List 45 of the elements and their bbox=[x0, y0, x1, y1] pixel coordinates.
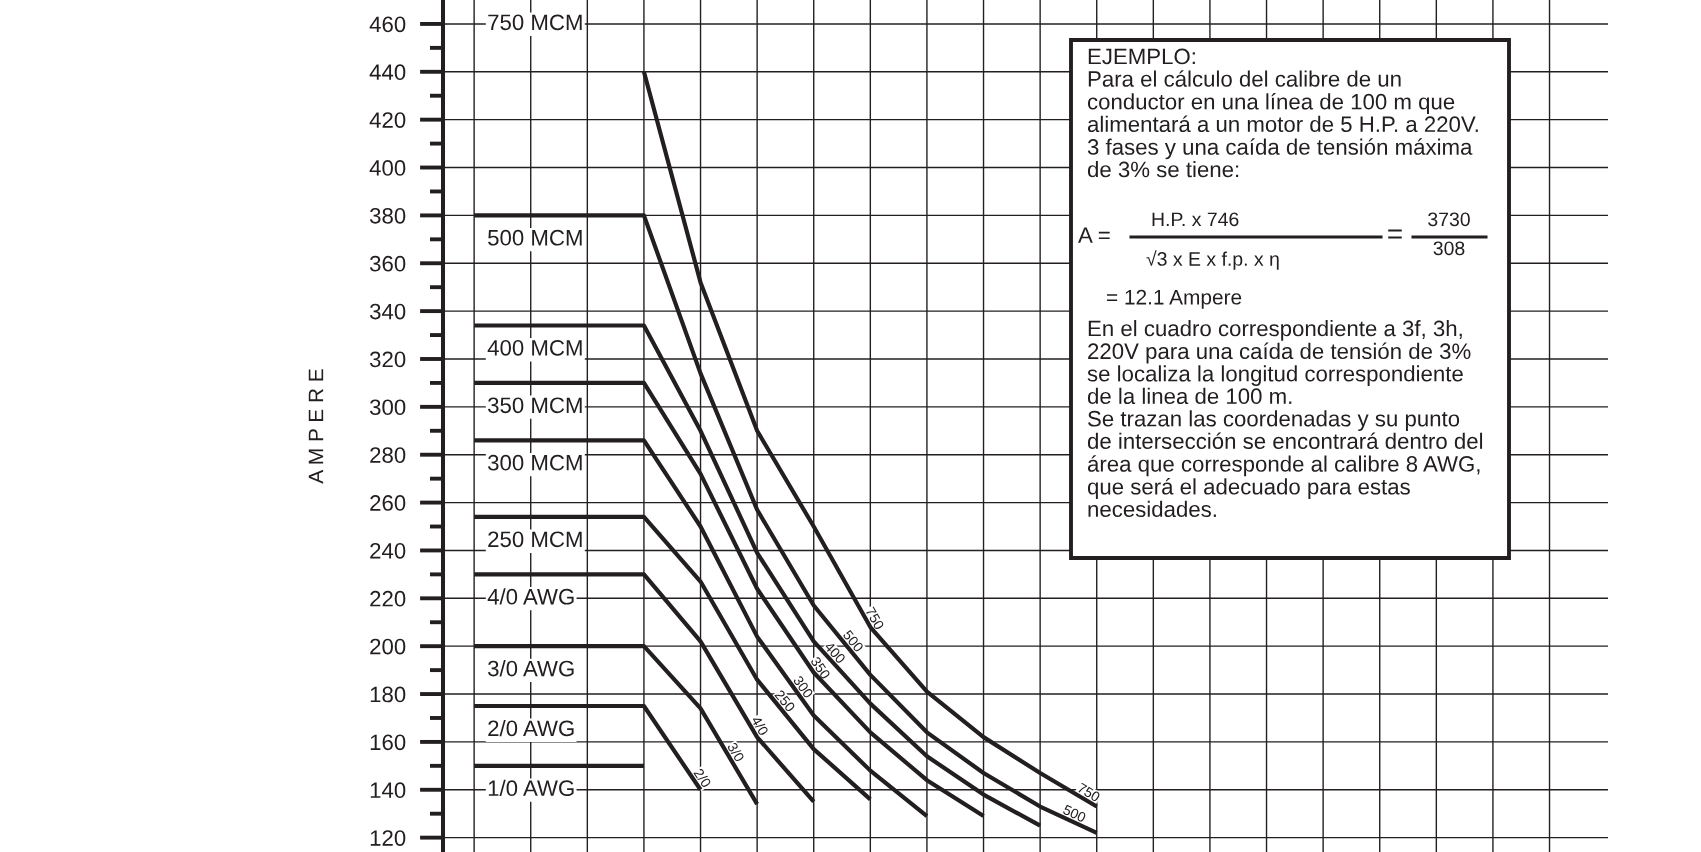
y-tick-label: 460 bbox=[369, 16, 406, 33]
y-tick-label: 420 bbox=[369, 112, 406, 128]
annotation: 4/0 bbox=[750, 715, 770, 737]
legend-label: 300 MCM bbox=[488, 454, 582, 471]
y-tick-label: 260 bbox=[370, 495, 406, 511]
y-tick-label: 120 bbox=[370, 830, 406, 846]
legend-label: 2/0 AWG bbox=[488, 719, 574, 737]
y-tick-label: 280 bbox=[370, 447, 406, 463]
y-tick-label: 180 bbox=[370, 686, 406, 703]
y-tick-label: 340 bbox=[369, 303, 406, 320]
text: En el cuadro correspondiente a 3f, 3h, 220V para una caída de tensión de 3% se localiza la longitud correspondiente de la linea de 100 m. Se trazan las coordenadas y su punto de intersección se encontrará dentro del área que corresponde al calibre 8 AWG, que será el adecuado para estas necesidades. bbox=[1087, 320, 1483, 518]
text: H.P. x 746 bbox=[1152, 212, 1239, 227]
y-tick-label: 400 bbox=[369, 160, 406, 176]
annotation: 300 bbox=[792, 675, 814, 699]
y-tick-label: 160 bbox=[370, 734, 406, 751]
legend-label: 250 MCM bbox=[488, 531, 582, 548]
annotation: 2/0 bbox=[693, 767, 712, 789]
legend-label: 3/0 AWG bbox=[488, 660, 574, 677]
y-tick-label: 220 bbox=[370, 590, 406, 607]
annotation: 750 bbox=[865, 606, 885, 631]
y-axis-title: A M P E R E bbox=[308, 369, 324, 484]
text: 308 bbox=[1433, 241, 1465, 256]
annotation: 3/0 bbox=[726, 741, 746, 763]
legend-label: 350 MCM bbox=[488, 397, 582, 414]
text: = bbox=[1388, 229, 1402, 239]
y-tick-label: 380 bbox=[369, 207, 406, 224]
y-tick-label: 200 bbox=[370, 638, 406, 655]
y-tick-label: 300 bbox=[369, 399, 406, 416]
legend-label: 400 MCM bbox=[487, 339, 582, 356]
legend-label: 500 MCM bbox=[488, 229, 582, 246]
y-tick-label: 320 bbox=[369, 351, 406, 368]
annotation: EJEMPLO: Para el cálculo del calibre de un conductor en una línea de 100 m que alimentará a un motor de 5 H.P. a 220V. 3 fases y una caída de tensión máxima de 3% se tiene: bbox=[1087, 48, 1478, 178]
legend-label: 1/0 AWG bbox=[488, 779, 574, 797]
y-tick-label: 360 bbox=[369, 255, 406, 272]
annotation: 500 bbox=[1062, 804, 1087, 823]
legend-label: 750 MCM bbox=[488, 14, 582, 31]
text: √3 x E x f.p. x η bbox=[1146, 250, 1279, 270]
annotation: 750 bbox=[1076, 782, 1101, 803]
y-tick-label: 140 bbox=[370, 782, 406, 799]
legend-label: 4/0 AWG bbox=[487, 588, 574, 605]
annotation: A = bbox=[1078, 227, 1110, 243]
text: 3730 bbox=[1428, 212, 1470, 227]
y-tick-label: 240 bbox=[370, 542, 406, 559]
y-tick-label: 440 bbox=[369, 64, 406, 81]
annotation: = 12.1 Ampere bbox=[1107, 289, 1242, 309]
